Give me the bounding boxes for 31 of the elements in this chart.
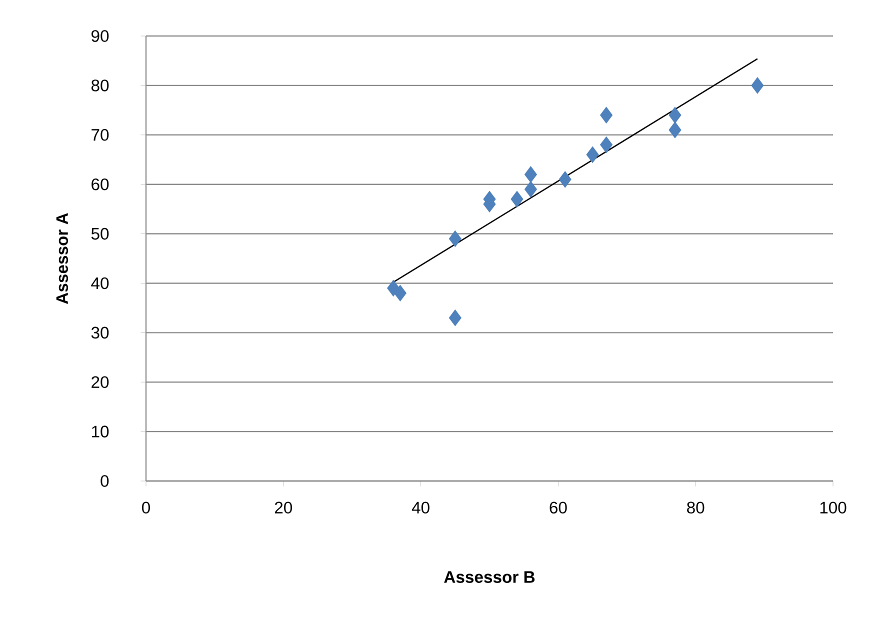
- point: [448, 230, 462, 247]
- x-tick-label: 40: [412, 502, 430, 514]
- y-tick-label: 60: [92, 178, 109, 190]
- x-tick-label: 80: [687, 502, 704, 514]
- point: [558, 171, 572, 188]
- point: [668, 122, 682, 138]
- y-tick-label: 40: [91, 277, 109, 290]
- point: [600, 106, 613, 124]
- x-tick-label: 100: [820, 502, 846, 514]
- point: [586, 146, 599, 163]
- y-tick-label: 10: [92, 426, 109, 438]
- point: [751, 77, 764, 94]
- y-axis-title: Assessor A: [56, 213, 68, 304]
- y-tick-label: 30: [91, 326, 109, 339]
- point: [524, 166, 537, 183]
- y-tick-label: 0: [100, 475, 109, 487]
- y-tick-label: 90: [92, 30, 109, 42]
- y-tick-label: 70: [92, 129, 109, 141]
- point: [448, 310, 462, 326]
- point: [668, 106, 682, 124]
- point: [394, 284, 406, 302]
- point: [600, 136, 613, 154]
- y-tick-label: 80: [91, 80, 109, 92]
- point: [510, 190, 524, 208]
- y-tick-label: 50: [91, 228, 109, 240]
- x-axis-title: Assessor B: [444, 571, 535, 583]
- y-tick-label: 20: [92, 376, 109, 388]
- point: [524, 181, 537, 198]
- x-tick-label: 20: [274, 502, 292, 514]
- x-tick-label: 60: [550, 502, 567, 514]
- x-tick-label: 0: [142, 502, 150, 514]
